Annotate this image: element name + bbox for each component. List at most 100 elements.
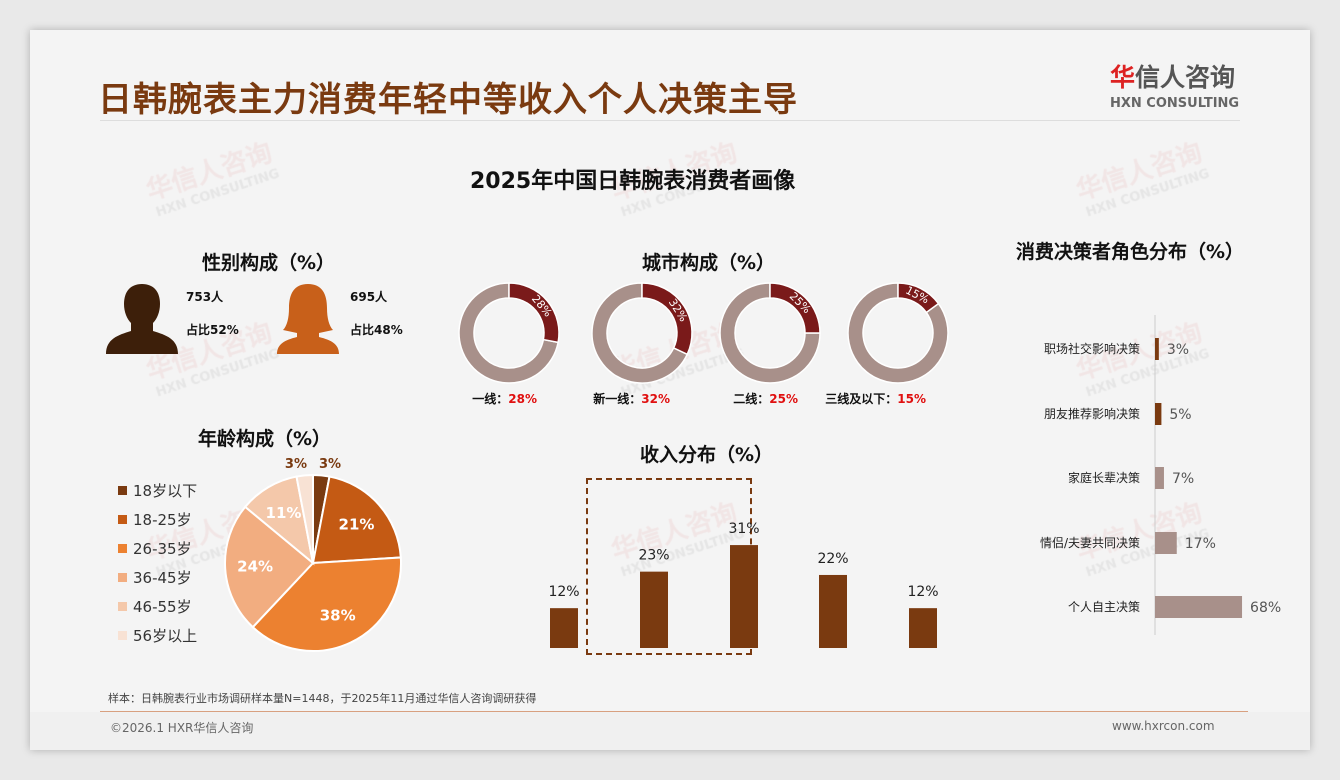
legend-swatch — [118, 544, 127, 553]
legend-item: 18-25岁 — [118, 505, 197, 534]
female-icon — [277, 284, 339, 354]
footer-bar — [30, 712, 1310, 750]
female-share: 占比48% — [350, 323, 403, 337]
decision-value-label: 7% — [1172, 471, 1194, 487]
legend-label: 56岁以上 — [133, 627, 198, 645]
decision-category-label: 情侣/夫妻共同决策 — [1040, 535, 1140, 550]
legend-label: 18岁以下 — [133, 482, 198, 500]
income-value-label: 23% — [638, 548, 669, 564]
legend-label: 36-45岁 — [133, 569, 192, 587]
income-bar — [550, 608, 578, 648]
copyright: ©2026.1 HXR华信人咨询 — [110, 721, 254, 735]
page-title: 日韩腕表主力消费年轻中等收入个人决策主导 — [98, 80, 798, 120]
legend-item: 26-35岁 — [118, 534, 197, 563]
legend-item: 36-45岁 — [118, 563, 197, 592]
city-donuts: 28%一线：28% 32%新一线：32% 25%二线：25% 15%三线及以下：15% — [458, 282, 949, 406]
decision-bar — [1155, 532, 1177, 554]
legend-label: 46-55岁 — [133, 598, 192, 616]
decision-bar — [1155, 338, 1159, 360]
decision-value-label: 3% — [1167, 342, 1189, 358]
decision-bar — [1155, 596, 1243, 618]
donut-category-label: 新一线：32% — [593, 391, 670, 406]
donut-category-label: 三线及以下：15% — [825, 391, 926, 406]
income-title: 收入分布（%） — [640, 444, 774, 466]
pie-slice — [251, 556, 402, 652]
main-title: 2025年中国日韩腕表消费者画像 — [470, 169, 796, 194]
pie-label: 3% — [285, 457, 307, 472]
donut-slice — [769, 282, 821, 334]
income-value-label: 31% — [728, 521, 759, 537]
footer-divider — [100, 711, 1248, 712]
pie-slice — [224, 505, 315, 629]
city-name: 三线及以下： — [825, 391, 897, 406]
city-value: 32% — [641, 392, 670, 406]
legend-swatch — [118, 486, 127, 495]
city-title: 城市构成（%） — [642, 252, 776, 274]
income-bar — [730, 545, 758, 648]
donut-category-label: 二线：25% — [733, 391, 798, 406]
decision-bar — [1155, 467, 1164, 489]
logo-en: HXN CONSULTING — [1110, 96, 1240, 111]
pie-label: 3% — [319, 457, 341, 472]
pie-label: 21% — [339, 516, 375, 534]
decision-category-label: 个人自主决策 — [1068, 600, 1140, 614]
legend-label: 18-25岁 — [133, 511, 192, 529]
legend-item: 18岁以下 — [118, 476, 197, 505]
donut-rest — [847, 282, 949, 384]
male-icon — [106, 284, 178, 354]
decision-bars: 3% 职场社交影响决策 5% 朋友推荐影响决策 7% 家庭长辈决策 17% 情侣/夫妻共同决策… — [1040, 315, 1281, 635]
city-value: 25% — [769, 392, 798, 406]
city-name: 一线： — [472, 391, 508, 406]
city-value: 15% — [897, 392, 926, 406]
female-count: 695人 — [350, 290, 388, 304]
sample-note: 样本：日韩腕表行业市场调研样本量N=1448，于2025年11月通过华信人咨询调… — [108, 692, 537, 705]
slide: 日韩腕表主力消费年轻中等收入个人决策主导 华信人咨询 HXN CONSULTIN… — [30, 30, 1310, 750]
city-value: 28% — [508, 392, 537, 406]
legend-swatch — [118, 602, 127, 611]
age-pie: 3% 21% 38% 24% 11% 3% — [224, 457, 402, 652]
decision-value-label: 5% — [1169, 407, 1191, 423]
decision-value-label: 17% — [1185, 536, 1216, 552]
donut-rest — [591, 282, 689, 384]
legend-label: 26-35岁 — [133, 540, 192, 558]
pie-slice — [295, 473, 314, 564]
age-title: 年龄构成（%） — [198, 428, 332, 450]
donut-slice — [641, 282, 693, 356]
logo-red-char: 华 — [1110, 63, 1136, 92]
website-link[interactable]: www.hxrcon.com — [1112, 719, 1215, 733]
donut-slice — [508, 282, 560, 344]
logo-text: 信人咨询 — [1135, 63, 1236, 92]
decision-category-label: 朋友推荐影响决策 — [1044, 406, 1140, 421]
pie-slice — [311, 475, 402, 565]
age-legend: 18岁以下 18-25岁 26-35岁 36-45岁 46-55岁 56岁以上 — [118, 476, 197, 650]
decision-bar — [1155, 403, 1162, 425]
legend-swatch — [118, 573, 127, 582]
legend-swatch — [118, 631, 127, 640]
legend-item: 56岁以上 — [118, 621, 197, 650]
city-name: 二线： — [733, 391, 769, 406]
decision-value-label: 68% — [1250, 600, 1281, 616]
legend-swatch — [118, 515, 127, 524]
income-bars: 12%低于3万元23%3-5万元31%5-8万元22%8-12万元12%12万元… — [548, 521, 939, 648]
male-count: 753人 — [186, 290, 224, 304]
decision-category-label: 家庭长辈决策 — [1068, 470, 1140, 485]
pie-label: 24% — [237, 558, 273, 576]
income-bar — [640, 571, 668, 648]
donut-rest — [719, 282, 821, 384]
income-bar — [819, 574, 847, 648]
pie-label: 38% — [320, 606, 356, 624]
income-bar — [909, 608, 937, 648]
donut-rest — [458, 282, 559, 384]
decision-title: 消费决策者角色分布（%） — [1016, 241, 1245, 263]
divider — [100, 120, 1240, 121]
pie-label: 11% — [266, 504, 302, 522]
legend-item: 46-55岁 — [118, 592, 197, 621]
income-value-label: 12% — [907, 584, 938, 600]
gender-title: 性别构成（%） — [202, 252, 336, 274]
decision-category-label: 职场社交影响决策 — [1044, 341, 1140, 356]
income-value-label: 12% — [548, 584, 579, 600]
city-name: 新一线： — [593, 391, 641, 406]
donut-category-label: 一线：28% — [472, 391, 537, 406]
male-share: 占比52% — [186, 323, 239, 337]
logo: 华信人咨询 — [1110, 63, 1235, 93]
